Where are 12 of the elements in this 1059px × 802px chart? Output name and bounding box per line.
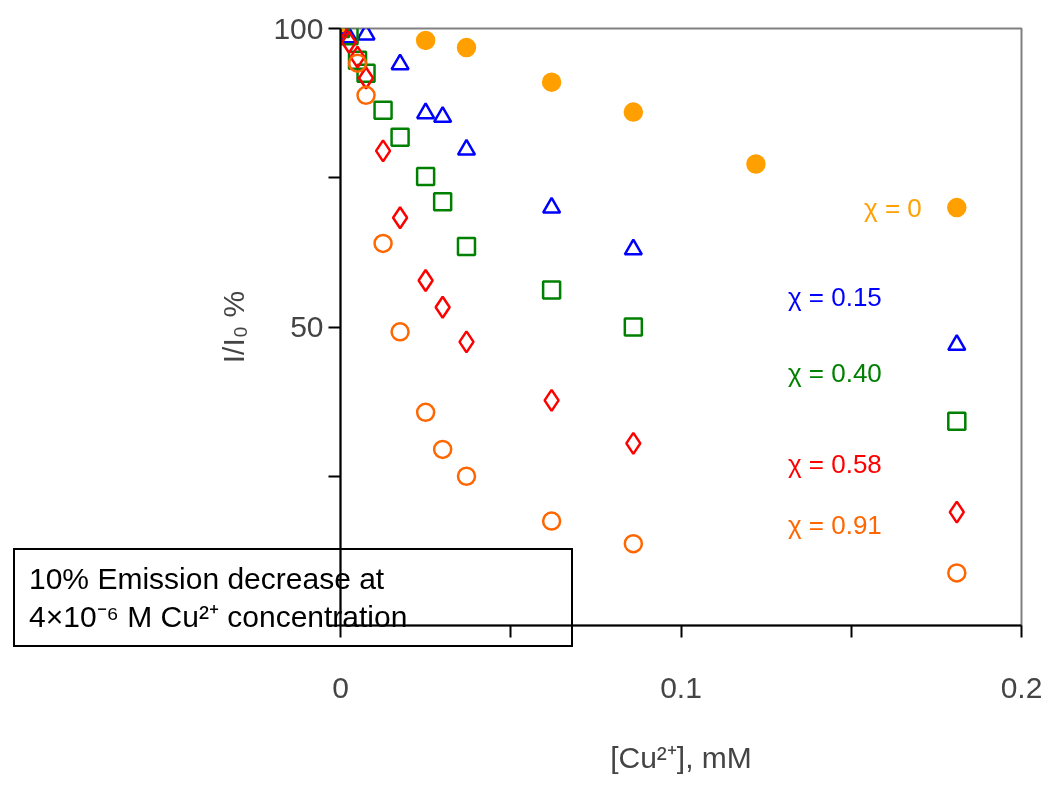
series-label: χ = 0	[864, 192, 922, 223]
y-tick-label: 50	[290, 310, 324, 343]
text: χ = 0.58	[787, 449, 882, 480]
x-axis-title: [Cu²⁺], mM	[610, 740, 752, 774]
x-tick-label: 0.2	[1000, 670, 1043, 704]
y-axis-title: I/I₀ %	[217, 290, 251, 364]
x-tick-label: 0	[332, 670, 349, 704]
text: χ = 0.15	[787, 281, 882, 312]
text: χ = 0.91	[787, 509, 882, 540]
y-tick-label: 100	[273, 11, 324, 45]
x-tick-label: 0.1	[660, 670, 702, 704]
text: χ = 0.40	[787, 358, 882, 389]
